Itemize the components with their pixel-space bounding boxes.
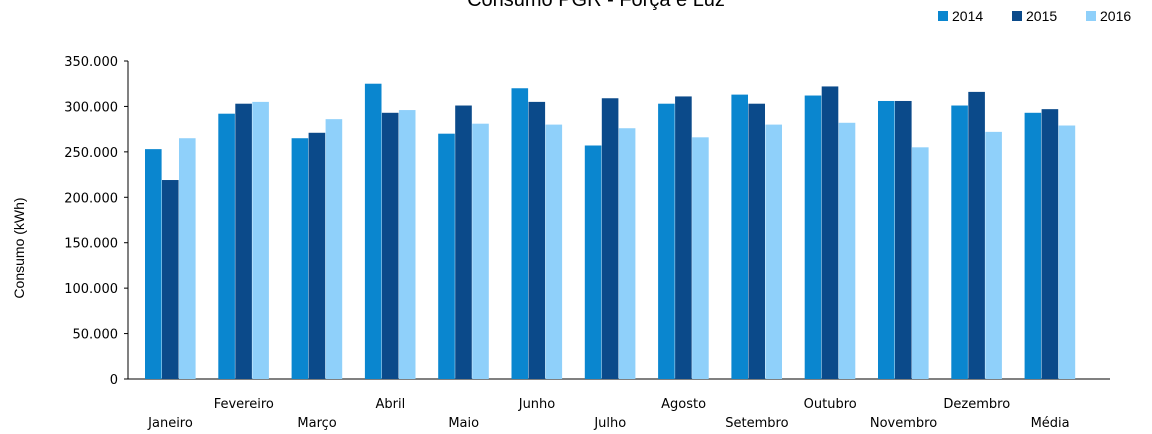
bar: [308, 132, 326, 379]
bar: [912, 147, 929, 379]
y-tick-label: 150.000: [64, 237, 118, 252]
bar: [748, 103, 765, 380]
bar: [145, 149, 162, 379]
y-tick-label: 0: [110, 373, 118, 388]
bar: [364, 83, 382, 379]
x-tick-label: Novembro: [870, 416, 937, 431]
chart-title: Consumo PGR - Força e Luz: [467, 0, 725, 11]
y-tick-label: 50.000: [73, 328, 119, 343]
bar: [545, 124, 563, 379]
bar: [878, 100, 895, 379]
x-tick-label: Agosto: [661, 397, 706, 412]
legend-label: 2014: [952, 8, 983, 24]
bar: [398, 110, 416, 379]
bar: [472, 123, 489, 379]
x-tick-label: Fevereiro: [214, 397, 274, 412]
bar: [675, 96, 692, 379]
bar: [618, 128, 636, 379]
bar: [438, 133, 455, 379]
bar: [895, 100, 912, 379]
bar: [179, 138, 196, 379]
bar: [821, 86, 839, 379]
y-tick-label: 250.000: [64, 146, 118, 161]
bar: [1024, 112, 1042, 379]
x-tick-label: Outubro: [804, 397, 857, 412]
y-tick-label: 100.000: [64, 282, 118, 297]
bar: [218, 113, 235, 379]
bar: [658, 103, 675, 380]
x-tick-label: Janeiro: [147, 416, 193, 431]
bar: [511, 88, 529, 379]
x-tick-label: Julho: [593, 416, 626, 431]
legend-label: 2015: [1026, 8, 1057, 24]
bar: [528, 101, 546, 379]
bar: [1058, 125, 1076, 379]
x-tick-label: Dezembro: [943, 397, 1010, 412]
x-tick-label: Junho: [518, 397, 556, 412]
x-tick-label: Abril: [376, 397, 406, 412]
bar: [601, 98, 619, 379]
legend-swatch: [938, 11, 948, 21]
y-tick-label: 350.000: [64, 55, 118, 70]
plot-area: 0 50.000 100.000 150.000 200.000 250.000 300.0…: [64, 55, 1110, 431]
bar: [252, 101, 269, 379]
y-tick-label: 300.000: [64, 100, 118, 115]
bar: [951, 105, 968, 380]
legend-label: 2016: [1100, 8, 1131, 24]
legend-swatch: [1012, 11, 1022, 21]
bar: [804, 95, 822, 380]
x-tick-label: Março: [297, 416, 336, 431]
y-tick-label: 200.000: [64, 191, 118, 206]
bar: [1041, 109, 1059, 379]
bar: [455, 105, 472, 380]
bar: [325, 119, 343, 380]
bar: [381, 112, 399, 379]
bar: [985, 131, 1002, 379]
x-tick-label: Setembro: [725, 416, 788, 431]
bar: [968, 91, 985, 380]
bar: [692, 137, 709, 379]
x-tick-label: Maio: [448, 416, 479, 431]
bar: [291, 138, 309, 379]
bar: [162, 180, 179, 379]
bar: [731, 94, 748, 380]
bar: [235, 103, 252, 380]
x-tick-label: Média: [1031, 416, 1070, 431]
bar: [838, 122, 856, 379]
y-axis-label: Consumo (kWh): [11, 197, 27, 298]
legend: 2014 2015 2016: [938, 8, 1131, 24]
bar: [584, 145, 602, 379]
bar: [765, 124, 782, 379]
legend-swatch: [1086, 11, 1096, 21]
